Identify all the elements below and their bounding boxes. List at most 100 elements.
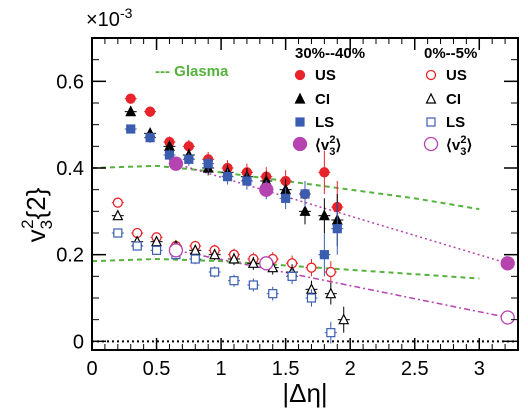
data-point — [268, 289, 278, 299]
data-point — [203, 159, 213, 169]
data-point — [319, 167, 330, 178]
legend-ls-peripheral: LS — [446, 114, 465, 131]
average-point — [500, 256, 515, 271]
plot-frame — [91, 37, 519, 351]
legend-us-peripheral: US — [446, 67, 467, 84]
legend: --- Glasma 30%--40% 0%--5% US CI LS ⟨v32… — [155, 45, 477, 158]
data-point — [151, 235, 163, 247]
data-point — [248, 280, 258, 290]
data-point — [287, 271, 297, 281]
data-point — [338, 313, 350, 325]
legend-avg-peripheral-sup: 2 — [460, 134, 466, 146]
y-axis-title: v32{2} — [18, 187, 56, 242]
data-point — [125, 93, 136, 104]
average-point — [259, 182, 274, 197]
y-tick-label: 0.2 — [56, 245, 84, 267]
y-title-sup: 2 — [18, 219, 37, 228]
points-layer — [111, 93, 515, 344]
data-point — [222, 172, 233, 182]
average-point — [500, 310, 515, 325]
legend-avg-peripheral-open: ⟨v — [446, 137, 461, 154]
data-point — [332, 224, 342, 234]
average-point — [259, 256, 274, 271]
legend-avg-peripheral-sub: 3 — [460, 146, 466, 158]
data-point — [325, 266, 336, 278]
legend-us-central: US — [315, 67, 336, 84]
legend-marker-peripheral — [425, 92, 437, 104]
legend-avg-central-sup: 2 — [329, 134, 335, 146]
legend-avg-central-close: ⟩ — [335, 137, 341, 154]
legend-ls-central: LS — [315, 114, 334, 131]
data-point — [145, 133, 155, 143]
data-point — [326, 328, 336, 338]
legend-marker-peripheral — [425, 69, 437, 81]
y-tick-label: 0 — [73, 331, 84, 353]
legend-marker-avg-peripheral — [423, 136, 439, 152]
y-tick-label: 0.6 — [56, 71, 84, 93]
data-point — [125, 105, 137, 117]
legend-marker-peripheral — [426, 117, 436, 127]
data-point — [209, 248, 221, 260]
data-point — [247, 256, 259, 268]
legend-glasma: --- Glasma — [155, 63, 229, 80]
data-point — [229, 276, 239, 286]
data-point — [210, 267, 220, 277]
data-point — [113, 228, 123, 238]
data-point — [242, 176, 252, 186]
legend-marker-central — [295, 117, 305, 127]
y-scale-base: ×10 — [86, 9, 120, 31]
legend-marker-central — [294, 69, 306, 81]
legend-avg-central: ⟨v32⟩ — [315, 134, 341, 158]
average-point — [168, 156, 184, 171]
data-point — [151, 245, 162, 255]
x-tick-label: 0.5 — [143, 358, 171, 380]
legend-markers — [292, 69, 439, 152]
glasma-curve — [91, 164, 480, 211]
x-tick-label: 2 — [345, 358, 356, 380]
data-point — [318, 209, 330, 221]
legend-header-peripheral: 0%--5% — [424, 45, 477, 62]
data-point — [319, 250, 329, 260]
x-tick-label: 0 — [86, 358, 97, 380]
data-point — [325, 287, 337, 299]
data-point — [112, 209, 124, 221]
data-point — [112, 197, 123, 208]
data-point — [306, 293, 317, 303]
data-point — [306, 262, 317, 273]
data-point — [299, 204, 311, 216]
glasma-curve — [91, 257, 480, 280]
x-tick-label: 1.5 — [272, 358, 300, 380]
legend-avg-central-open: ⟨v — [315, 137, 330, 154]
average-point — [168, 243, 184, 258]
x-axis-title: |Δη| — [282, 378, 327, 408]
data-point — [164, 150, 175, 160]
data-point — [281, 193, 291, 203]
legend-header-central: 30%--40% — [295, 45, 365, 62]
y-tick-label: 0.4 — [56, 158, 84, 180]
legend-marker-central — [294, 92, 306, 104]
data-point — [126, 124, 136, 134]
x-tick-label: 1 — [216, 358, 227, 380]
data-point — [184, 154, 194, 164]
x-tick-label: 3 — [474, 358, 485, 380]
data-point — [144, 106, 156, 117]
legend-marker-avg-central — [292, 136, 308, 152]
data-point — [300, 189, 310, 199]
svg-text:v32{2}: v32{2} — [18, 187, 56, 242]
y-scale-label: ×10-3 — [86, 5, 133, 31]
legend-ci-peripheral: CI — [446, 91, 461, 108]
fit-line — [175, 249, 508, 319]
y-scale-exp: -3 — [120, 5, 133, 21]
legend-avg-peripheral-close: ⟩ — [466, 137, 472, 154]
legend-ci-central: CI — [315, 91, 330, 108]
x-tick-label: 2.5 — [401, 358, 429, 380]
data-point — [132, 241, 142, 251]
data-point — [228, 252, 240, 264]
legend-avg-central-sub: 3 — [329, 146, 335, 158]
legend-avg-peripheral: ⟨v32⟩ — [446, 134, 472, 158]
data-point — [190, 254, 200, 264]
y-title-sub: 3 — [37, 220, 56, 229]
y-title-main: v — [21, 229, 51, 242]
axes-layer: 0 0.5 1 1.5 2 2.5 3 0 0.2 0.4 0.6 — [56, 37, 519, 380]
